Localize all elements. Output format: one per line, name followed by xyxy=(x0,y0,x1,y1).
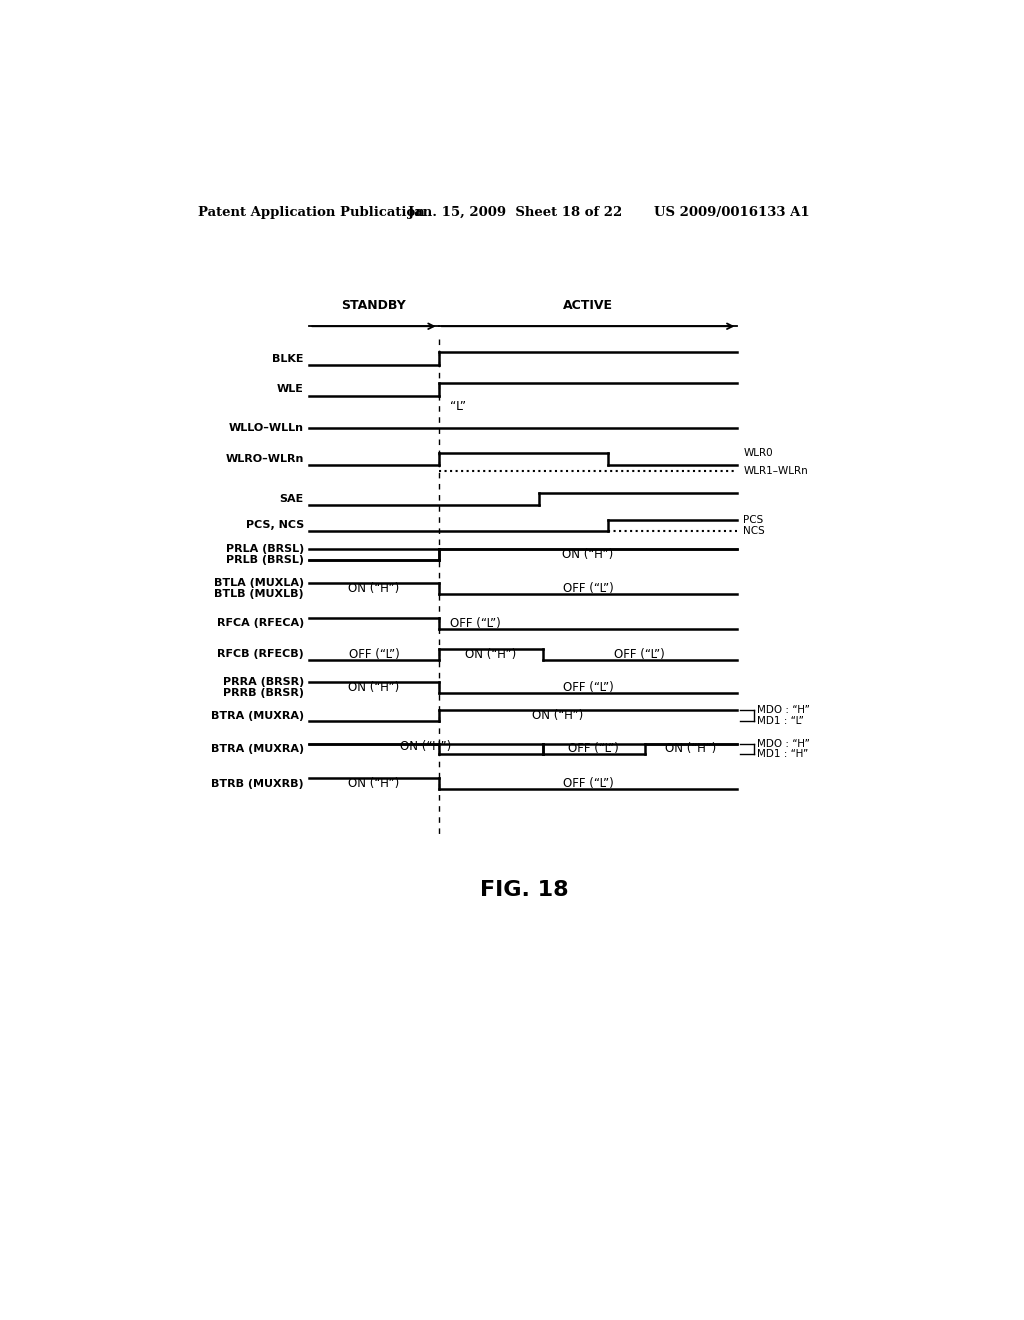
Text: OFF (“L”): OFF (“L”) xyxy=(562,582,613,595)
Text: BTLA (MUXLA): BTLA (MUXLA) xyxy=(214,578,304,589)
Text: NCS: NCS xyxy=(743,527,765,536)
Text: ON (“H”): ON (“H”) xyxy=(348,582,399,595)
Text: WLR1–WLRn: WLR1–WLRn xyxy=(743,466,808,477)
Text: ON (“H”): ON (“H”) xyxy=(666,742,717,755)
Text: FIG. 18: FIG. 18 xyxy=(480,880,569,900)
Text: ACTIVE: ACTIVE xyxy=(563,300,613,313)
Text: ON (“H”): ON (“H”) xyxy=(348,777,399,791)
Text: Jan. 15, 2009  Sheet 18 of 22: Jan. 15, 2009 Sheet 18 of 22 xyxy=(408,206,622,219)
Text: MDO : “H”: MDO : “H” xyxy=(758,739,810,748)
Text: ON (“H”): ON (“H”) xyxy=(562,548,613,561)
Text: ON (“H”): ON (“H”) xyxy=(465,648,516,661)
Text: WLE: WLE xyxy=(276,384,304,395)
Text: BTRA (MUXRA): BTRA (MUXRA) xyxy=(211,711,304,721)
Text: WLRO–WLRn: WLRO–WLRn xyxy=(225,454,304,465)
Text: US 2009/0016133 A1: US 2009/0016133 A1 xyxy=(654,206,810,219)
Text: WLLO–WLLn: WLLO–WLLn xyxy=(228,422,304,433)
Text: MD1 : “L”: MD1 : “L” xyxy=(758,717,804,726)
Text: BTLB (MUXLB): BTLB (MUXLB) xyxy=(214,589,304,599)
Text: WLR0: WLR0 xyxy=(743,449,773,458)
Text: OFF (“L”): OFF (“L”) xyxy=(568,742,618,755)
Text: RFCA (RFECA): RFCA (RFECA) xyxy=(216,619,304,628)
Text: PCS, NCS: PCS, NCS xyxy=(246,520,304,531)
Text: ON (“H”): ON (“H”) xyxy=(531,709,583,722)
Text: SAE: SAE xyxy=(280,494,304,504)
Text: RFCB (RFECB): RFCB (RFECB) xyxy=(217,649,304,659)
Text: OFF (“L”): OFF (“L”) xyxy=(614,648,665,661)
Text: MD1 : “H”: MD1 : “H” xyxy=(758,750,809,759)
Text: “L”: “L” xyxy=(451,400,466,412)
Text: OFF (“L”): OFF (“L”) xyxy=(562,777,613,791)
Text: PRLB (BRSL): PRLB (BRSL) xyxy=(226,554,304,565)
Text: PCS: PCS xyxy=(743,515,764,524)
Text: PRLA (BRSL): PRLA (BRSL) xyxy=(225,544,304,554)
Text: MDO : “H”: MDO : “H” xyxy=(758,705,810,715)
Text: OFF (“L”): OFF (“L”) xyxy=(348,648,399,661)
Text: OFF (“L”): OFF (“L”) xyxy=(451,616,501,630)
Text: BTRB (MUXRB): BTRB (MUXRB) xyxy=(211,779,304,788)
Text: ON (“H”): ON (“H”) xyxy=(348,681,399,694)
Text: PRRB (BRSR): PRRB (BRSR) xyxy=(223,688,304,698)
Text: BTRA (MUXRA): BTRA (MUXRA) xyxy=(211,744,304,754)
Text: ON (“H”): ON (“H”) xyxy=(399,741,452,754)
Text: OFF (“L”): OFF (“L”) xyxy=(562,681,613,694)
Text: BLKE: BLKE xyxy=(272,354,304,363)
Text: PRRA (BRSR): PRRA (BRSR) xyxy=(222,677,304,686)
Text: Patent Application Publication: Patent Application Publication xyxy=(199,206,425,219)
Text: STANDBY: STANDBY xyxy=(342,300,407,313)
